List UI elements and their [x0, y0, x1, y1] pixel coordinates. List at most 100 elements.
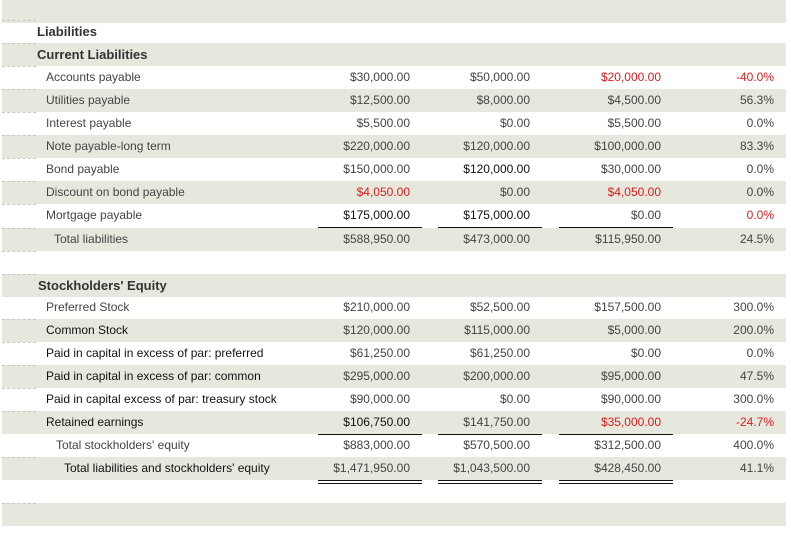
current-liabilities-title: Current Liabilities	[37, 47, 148, 62]
value-col2: $120,000.00	[463, 162, 530, 176]
value-col1: $12,500.00	[349, 93, 410, 107]
value-col3: $20,000.00	[600, 70, 661, 84]
value-col3: $5,000.00	[607, 323, 661, 337]
value-col3: $428,450.00	[594, 461, 661, 475]
section-header-liabilities: Liabilities	[2, 20, 786, 43]
value-col2: $0.00	[499, 116, 530, 130]
table-row: Paid in capital in excess of par: prefer…	[2, 342, 786, 365]
spacer-row	[2, 251, 786, 274]
table-row: Accounts payable $30,000.00 $50,000.00 $…	[2, 66, 786, 89]
value-col1: $588,950.00	[343, 232, 410, 246]
value-col3: $4,500.00	[607, 93, 661, 107]
total-equity-row: Total stockholders' equity $883,000.00 $…	[2, 434, 786, 457]
subtotal-underline	[318, 434, 422, 435]
total-liabilities-row: Total liabilities $588,950.00 $473,000.0…	[2, 228, 786, 251]
value-col2: $141,750.00	[463, 415, 530, 429]
double-underline	[318, 480, 422, 484]
pct-col: -24.7%	[735, 415, 774, 429]
value-col3: $0.00	[630, 208, 661, 222]
subtotal-underline	[559, 434, 673, 435]
pct-col: 0.0%	[746, 208, 774, 222]
pct-col: 56.3%	[739, 93, 774, 107]
value-col3: $157,500.00	[594, 300, 661, 314]
value-col3: $5,500.00	[607, 116, 661, 130]
table-row: Utilities payable $12,500.00 $8,000.00 $…	[2, 89, 786, 112]
table-row: Note payable-long term $220,000.00 $120,…	[2, 135, 786, 158]
table-row: Mortgage payable $175,000.00 $175,000.00…	[2, 204, 786, 227]
double-underline	[438, 480, 542, 484]
value-col2: $61,250.00	[469, 346, 530, 360]
value-col1: $1,471,950.00	[333, 461, 410, 475]
pct-col: 0.0%	[746, 346, 774, 360]
value-col1: $61,250.00	[349, 346, 410, 360]
row-label: Utilities payable	[46, 93, 131, 107]
pct-col: 83.3%	[739, 139, 774, 153]
pct-col: 41.1%	[739, 461, 774, 475]
pct-col: 300.0%	[733, 392, 774, 406]
equity-title: Stockholders' Equity	[38, 278, 167, 293]
value-col1: $120,000.00	[343, 323, 410, 337]
value-col3: $100,000.00	[594, 139, 661, 153]
pct-col: 24.5%	[739, 232, 774, 246]
table-row: Interest payable $5,500.00 $0.00 $5,500.…	[2, 112, 786, 135]
value-col2: $50,000.00	[469, 70, 530, 84]
value-col3: $95,000.00	[600, 369, 661, 383]
table-row: Bond payable $150,000.00 $120,000.00 $30…	[2, 158, 786, 181]
value-col3: $312,500.00	[594, 438, 661, 452]
value-col1: $30,000.00	[349, 70, 410, 84]
value-col1: $175,000.00	[343, 208, 410, 222]
row-label: Interest payable	[46, 116, 132, 130]
subtotal-underline	[438, 227, 542, 228]
value-col3: $0.00	[630, 346, 661, 360]
value-col3: $115,950.00	[595, 232, 661, 246]
grand-total-row: Total liabilities and stockholders' equi…	[2, 457, 786, 480]
row-label: Total liabilities and stockholders' equi…	[64, 461, 270, 475]
value-col1: $106,750.00	[343, 415, 410, 429]
double-underline	[559, 480, 673, 484]
value-col2: $8,000.00	[476, 93, 530, 107]
value-col2: $120,000.00	[463, 139, 530, 153]
liabilities-title: Liabilities	[37, 24, 97, 39]
value-col1: $150,000.00	[343, 162, 410, 176]
row-label: Accounts payable	[46, 70, 141, 84]
value-col2: $200,000.00	[463, 369, 530, 383]
row-label: Mortgage payable	[46, 208, 143, 222]
pct-col: 0.0%	[746, 162, 774, 176]
pct-col: 0.0%	[746, 116, 774, 130]
pct-col: 200.0%	[733, 323, 774, 337]
section-header-current-liabilities: Current Liabilities	[2, 43, 786, 66]
row-label: Total liabilities	[54, 232, 129, 246]
pct-col: 300.0%	[733, 300, 774, 314]
table-row: Discount on bond payable $4,050.00 $0.00…	[2, 181, 786, 204]
table-row: Paid in capital in excess of par: common…	[2, 365, 786, 388]
value-col3: $90,000.00	[600, 392, 661, 406]
row-label: Discount on bond payable	[46, 185, 185, 199]
pct-col: 400.0%	[733, 438, 774, 452]
table-row: Common Stock $120,000.00 $115,000.00 $5,…	[2, 319, 786, 342]
value-col3: $4,050.00	[607, 185, 661, 199]
value-col2: $175,000.00	[463, 208, 530, 222]
row-label: Common Stock	[46, 323, 129, 337]
row-label: Preferred Stock	[46, 300, 130, 314]
value-col3: $30,000.00	[600, 162, 661, 176]
value-col1: $90,000.00	[349, 392, 410, 406]
section-header-equity: Stockholders' Equity	[2, 274, 786, 297]
subtotal-underline	[438, 434, 542, 435]
table-row: Paid in capital excess of par: treasury …	[2, 388, 786, 411]
spacer-row	[2, 503, 786, 526]
value-col2: $1,043,500.00	[453, 461, 530, 475]
value-col1: $883,000.00	[343, 438, 410, 452]
value-col1: $4,050.00	[356, 185, 410, 199]
value-col1: $220,000.00	[343, 139, 410, 153]
value-col2: $115,000.00	[464, 323, 530, 337]
value-col1: $295,000.00	[343, 369, 410, 383]
value-col2: $0.00	[499, 185, 530, 199]
row-label: Paid in capital in excess of par: common	[46, 369, 261, 383]
row-label: Bond payable	[46, 162, 120, 176]
value-col1: $210,000.00	[343, 300, 410, 314]
spacer-row	[2, 0, 786, 23]
pct-col: 0.0%	[746, 185, 774, 199]
row-label: Total stockholders' equity	[56, 438, 190, 452]
pct-col: 47.5%	[739, 369, 774, 383]
subtotal-underline	[559, 227, 673, 228]
